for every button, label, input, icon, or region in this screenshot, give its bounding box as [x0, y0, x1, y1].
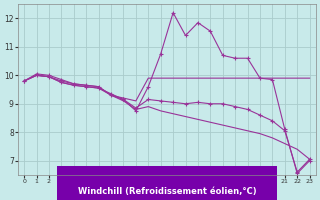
X-axis label: Windchill (Refroidissement éolien,°C): Windchill (Refroidissement éolien,°C) [77, 187, 256, 196]
